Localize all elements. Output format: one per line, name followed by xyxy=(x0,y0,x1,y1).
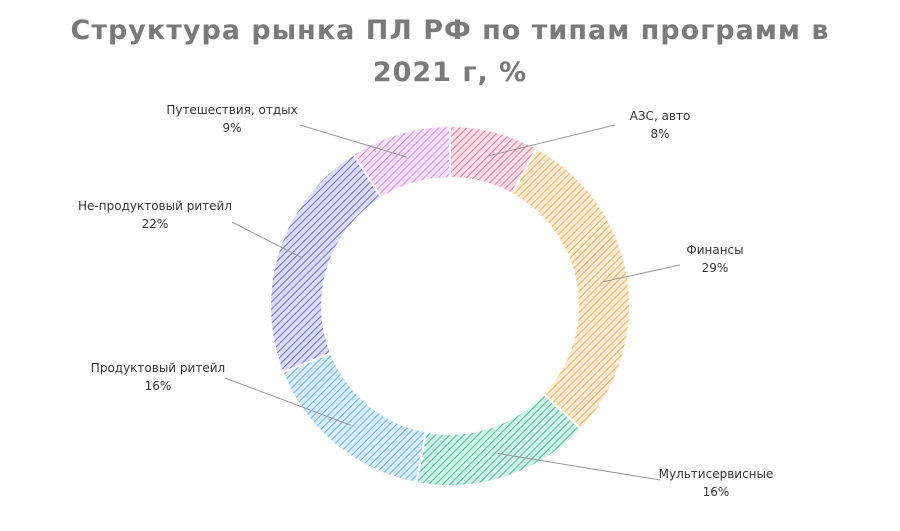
value-label: 22% xyxy=(142,217,169,231)
category-label: Мультисервисные xyxy=(659,467,774,481)
donut-segment xyxy=(281,351,428,484)
value-label: 8% xyxy=(650,127,669,141)
chart-title: Структура рынка ПЛ РФ по типам программ … xyxy=(70,15,830,88)
value-label: 16% xyxy=(703,485,730,499)
leader-line xyxy=(299,124,407,158)
leader-line xyxy=(497,452,661,481)
category-label: Не-продуктовый ритейл xyxy=(78,199,232,213)
value-label: 9% xyxy=(222,121,241,135)
value-label: 29% xyxy=(702,261,729,275)
category-label: АЗС, авто xyxy=(630,109,691,123)
donut-segment xyxy=(510,146,631,431)
category-label: Продуктовый ритейл xyxy=(91,361,225,375)
value-label: 16% xyxy=(145,379,172,393)
donut-segment xyxy=(415,392,583,487)
donut-segment xyxy=(352,124,451,200)
donut-segment xyxy=(269,152,383,374)
leader-line xyxy=(488,124,616,157)
category-label: Путешествия, отдых xyxy=(166,103,297,117)
leader-line xyxy=(231,221,303,259)
category-label: Финансы xyxy=(686,243,743,257)
leader-line xyxy=(602,264,681,283)
leader-line xyxy=(224,377,352,426)
